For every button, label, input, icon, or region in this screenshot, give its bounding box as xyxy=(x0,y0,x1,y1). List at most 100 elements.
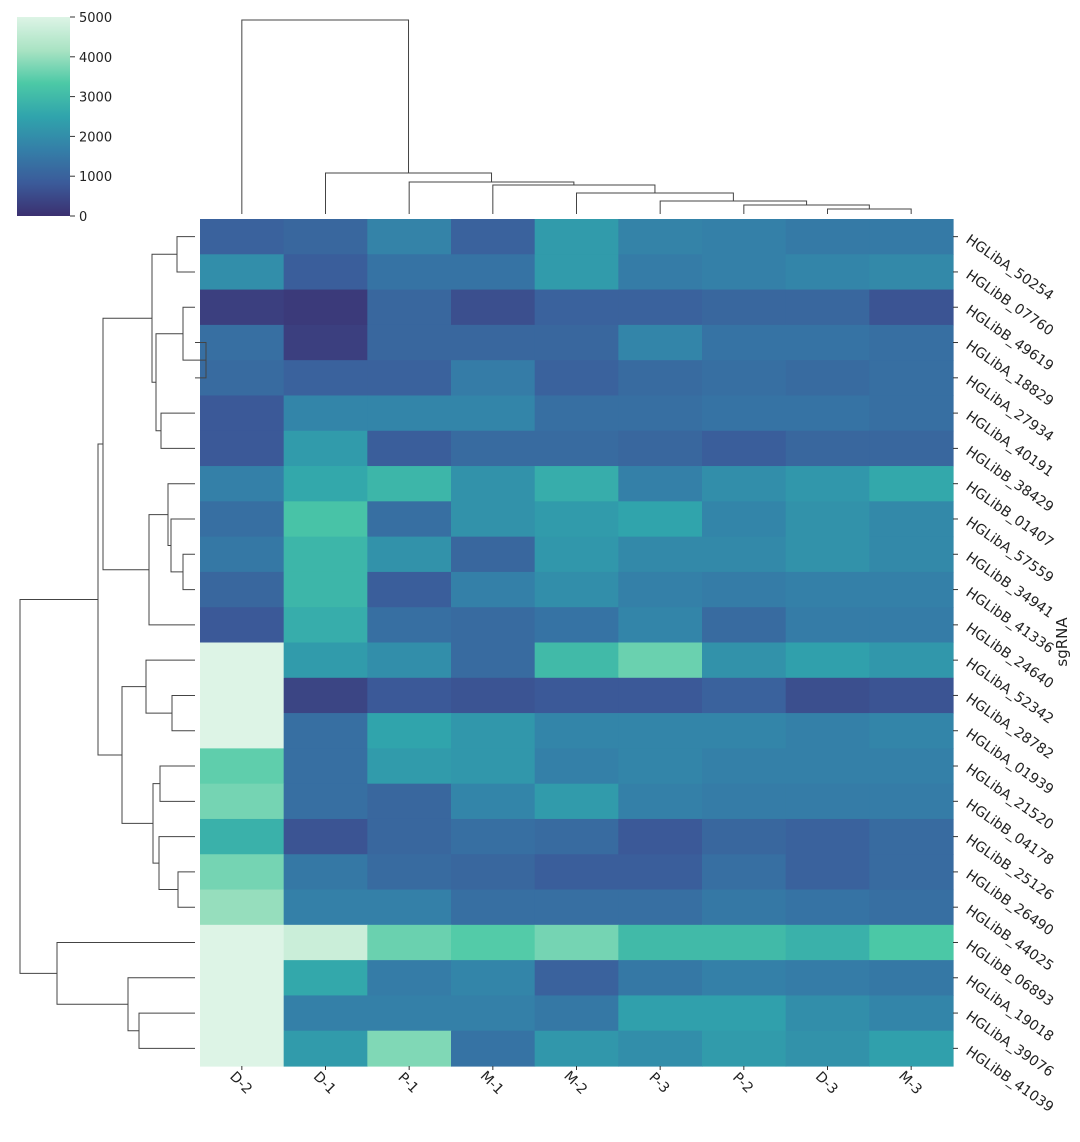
x-tick-label: P-3 xyxy=(646,1070,673,1097)
heatmap-cell xyxy=(367,607,452,644)
heatmap-cell xyxy=(702,713,787,749)
heatmap-cell xyxy=(367,995,452,1032)
heatmap-cell xyxy=(534,748,619,785)
heatmap-cell xyxy=(283,818,368,855)
heatmap-cell xyxy=(869,395,954,432)
heatmap-cell xyxy=(534,360,619,397)
heatmap-cell xyxy=(200,571,285,608)
column-dendrogram-link xyxy=(827,208,912,214)
heatmap-cell xyxy=(534,642,619,679)
heatmap-cell xyxy=(367,219,452,255)
heatmap-cell xyxy=(869,960,954,997)
heatmap-cell xyxy=(618,466,703,502)
heatmap-cell xyxy=(200,289,285,326)
heatmap-cell xyxy=(785,607,870,644)
heatmap-cell xyxy=(785,466,870,502)
row-dendrogram-link xyxy=(158,836,195,891)
heatmap-cell xyxy=(451,360,536,397)
row-dendrogram-link xyxy=(148,514,195,626)
heatmap-cell xyxy=(367,536,452,573)
heatmap-cell xyxy=(702,783,787,820)
heatmap-cell xyxy=(869,466,954,502)
row-dendrogram-link xyxy=(121,686,153,824)
heatmap-cell xyxy=(869,995,954,1032)
heatmap-cell xyxy=(283,607,368,644)
y-axis-title: sgRNA xyxy=(1053,617,1071,667)
x-tick-label: M-1 xyxy=(477,1068,507,1098)
heatmap-cell xyxy=(200,713,285,749)
heatmap-cell xyxy=(451,324,536,361)
heatmap-cell xyxy=(283,889,368,926)
heatmap-cell xyxy=(200,995,285,1032)
heatmap-cell xyxy=(702,748,787,785)
heatmap-cell xyxy=(367,466,452,502)
heatmap-cell xyxy=(702,607,787,644)
heatmap-cell xyxy=(451,254,536,291)
row-dendrogram-link xyxy=(97,443,122,756)
heatmap-cell xyxy=(367,854,452,891)
heatmap-cell xyxy=(785,677,870,714)
heatmap-cell xyxy=(618,254,703,291)
heatmap-cell xyxy=(702,219,787,255)
row-dendrogram-link xyxy=(167,483,195,546)
heatmap-cell xyxy=(702,289,787,326)
heatmap-cell xyxy=(618,219,703,255)
heatmap-cell xyxy=(451,818,536,855)
heatmap-cell xyxy=(534,960,619,997)
heatmap-cell xyxy=(785,995,870,1032)
row-dendrogram-link xyxy=(127,977,195,1032)
heatmap-cell xyxy=(702,1030,787,1067)
heatmap-cell xyxy=(618,607,703,644)
row-dendrogram-link xyxy=(155,333,183,432)
heatmap-cell xyxy=(702,254,787,291)
heatmap-cell xyxy=(618,818,703,855)
heatmap-cell xyxy=(367,324,452,361)
heatmap-cell xyxy=(618,324,703,361)
heatmap-cell xyxy=(451,889,536,926)
heatmap-cell xyxy=(200,395,285,432)
heatmap-cell xyxy=(534,536,619,573)
heatmap-cell xyxy=(869,289,954,326)
heatmap-cell xyxy=(869,677,954,714)
row-dendrogram-link xyxy=(138,1012,195,1049)
heatmap-cell xyxy=(534,924,619,961)
heatmap-cell xyxy=(785,889,870,926)
heatmap-cell xyxy=(785,536,870,573)
row-dendrogram-link xyxy=(19,598,98,974)
heatmap-cell xyxy=(200,360,285,397)
heatmap-cell xyxy=(367,501,452,538)
heatmap-cell xyxy=(534,607,619,644)
heatmap-cell xyxy=(785,783,870,820)
heatmap-cell xyxy=(534,783,619,820)
heatmap-cell xyxy=(283,501,368,538)
row-dendrogram-link xyxy=(171,694,195,732)
heatmap-cell xyxy=(451,748,536,785)
heatmap-cell xyxy=(451,466,536,502)
heatmap-cell xyxy=(200,677,285,714)
heatmap-cell xyxy=(200,960,285,997)
heatmap-cell xyxy=(702,995,787,1032)
heatmap-cell xyxy=(367,924,452,961)
heatmap-cell xyxy=(283,289,368,326)
heatmap-cell xyxy=(869,889,954,926)
heatmap-cell xyxy=(702,430,787,467)
heatmap-cell xyxy=(283,677,368,714)
heatmap-cell xyxy=(451,571,536,608)
heatmap-cell xyxy=(618,783,703,820)
heatmap-cell xyxy=(618,430,703,467)
heatmap-cell xyxy=(618,995,703,1032)
heatmap-cell xyxy=(869,924,954,961)
heatmap-cell xyxy=(367,289,452,326)
heatmap-cell xyxy=(451,995,536,1032)
heatmap-cell xyxy=(785,501,870,538)
heatmap-cell xyxy=(869,748,954,785)
heatmap-cell xyxy=(200,642,285,679)
row-dendrogram-link xyxy=(176,236,195,273)
column-dendrogram-link xyxy=(492,184,656,214)
heatmap-cell xyxy=(283,219,368,255)
column-tick-labels: D-2 D-1 P-1 M-1 M-2 P-3 P-2 D-3 M-3 xyxy=(226,1066,925,1098)
heatmap-cell xyxy=(618,536,703,573)
heatmap-cell xyxy=(534,501,619,538)
x-tick-label: P-1 xyxy=(395,1070,422,1097)
